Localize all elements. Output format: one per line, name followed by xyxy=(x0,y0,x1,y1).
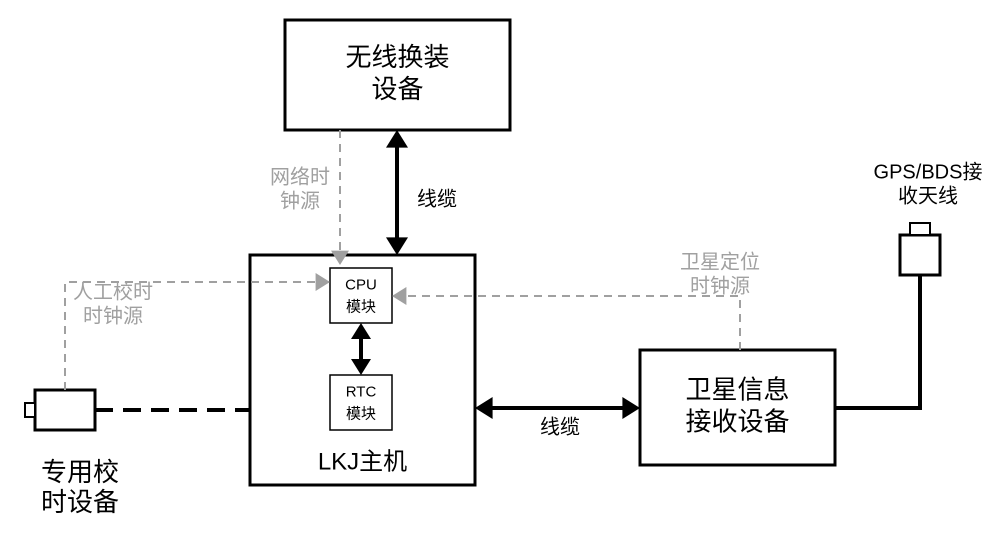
svg-text:专用校: 专用校 xyxy=(41,457,119,487)
satellite-rx-box: 卫星信息接收设备 xyxy=(640,350,835,465)
svg-text:RTC: RTC xyxy=(346,383,377,400)
svg-text:设备: 设备 xyxy=(371,74,423,104)
svg-text:时钟源: 时钟源 xyxy=(83,304,143,327)
svg-text:CPU: CPU xyxy=(345,276,377,293)
antenna-cable xyxy=(835,275,920,408)
svg-text:线缆: 线缆 xyxy=(540,415,580,438)
svg-text:接收设备: 接收设备 xyxy=(685,406,789,436)
svg-text:人工校时: 人工校时 xyxy=(73,280,153,303)
svg-text:无线换装: 无线换装 xyxy=(345,42,449,72)
cpu-module-box: CPU 模块 xyxy=(330,268,392,323)
svg-text:模块: 模块 xyxy=(346,298,376,315)
svg-text:收天线: 收天线 xyxy=(898,184,958,207)
svg-text:模块: 模块 xyxy=(346,405,376,422)
rtc-module-box: RTC 模块 xyxy=(330,375,392,430)
svg-text:时钟源: 时钟源 xyxy=(690,274,750,297)
svg-text:时设备: 时设备 xyxy=(41,487,119,517)
svg-text:卫星定位: 卫星定位 xyxy=(680,250,760,273)
svg-text:GPS/BDS接: GPS/BDS接 xyxy=(874,160,983,183)
antenna-icon: GPS/BDS接收天线 xyxy=(874,160,983,275)
svg-text:线缆: 线缆 xyxy=(417,187,457,210)
svg-text:网络时: 网络时 xyxy=(270,165,330,188)
wireless-device-box: 无线换装设备 xyxy=(285,20,510,130)
svg-text:卫星信息: 卫星信息 xyxy=(685,374,789,404)
svg-text:钟源: 钟源 xyxy=(280,189,320,212)
svg-text:LKJ主机: LKJ主机 xyxy=(318,448,407,475)
